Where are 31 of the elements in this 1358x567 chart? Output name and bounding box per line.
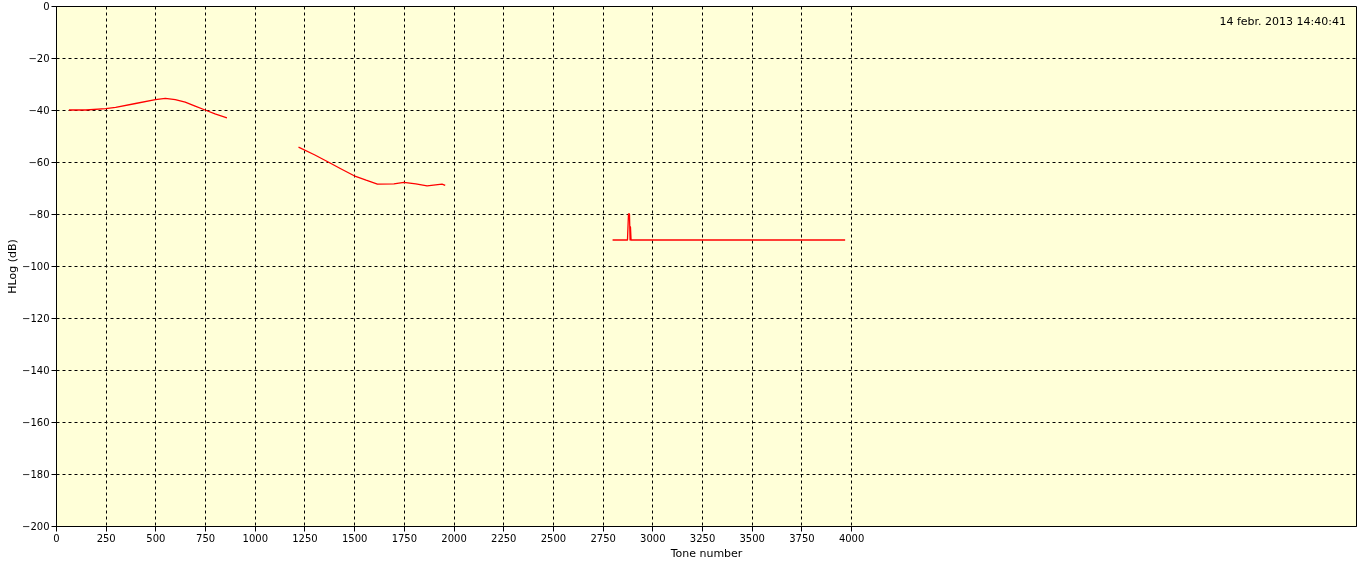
y-tick-label: −20 — [28, 52, 50, 64]
y-tick-label: −40 — [28, 104, 50, 116]
x-tick-label: 1500 — [341, 532, 368, 544]
x-tick-label: 2500 — [540, 532, 567, 544]
y-tick-label: −160 — [22, 416, 50, 428]
x-tick-label: 250 — [96, 532, 116, 544]
x-tick-label: 1750 — [391, 532, 418, 544]
y-axis-title: HLog (dB) — [6, 239, 20, 294]
y-tick-label: −120 — [22, 312, 50, 324]
x-tick-label: 500 — [146, 532, 166, 544]
y-tick-label: −180 — [22, 468, 50, 480]
y-tick-label: −200 — [22, 520, 50, 532]
x-tick-label: 1250 — [292, 532, 318, 544]
x-tick-label: 2000 — [441, 532, 467, 544]
x-tick-label: 1000 — [242, 532, 268, 544]
x-tick-label: 2750 — [590, 532, 616, 544]
y-tick-label: −80 — [28, 208, 50, 220]
annotation: 14 febr. 2013 14:40:41 — [1219, 15, 1346, 28]
x-tick-label: 750 — [196, 532, 216, 544]
y-tick-label: 0 — [43, 0, 50, 12]
x-tick-label: 0 — [53, 532, 60, 544]
y-tick-label: −140 — [22, 364, 50, 376]
x-tick-label: 4000 — [838, 532, 865, 544]
x-tick-label: 2250 — [491, 532, 517, 544]
x-tick-label: 3500 — [739, 532, 765, 544]
x-axis-title: Tone number — [669, 546, 743, 560]
x-tick-label: 3000 — [640, 532, 666, 544]
x-tick-label: 3250 — [689, 532, 716, 544]
y-tick-label: −100 — [22, 260, 50, 272]
y-tick-label: −60 — [28, 156, 50, 168]
x-tick-label: 3750 — [789, 532, 815, 544]
